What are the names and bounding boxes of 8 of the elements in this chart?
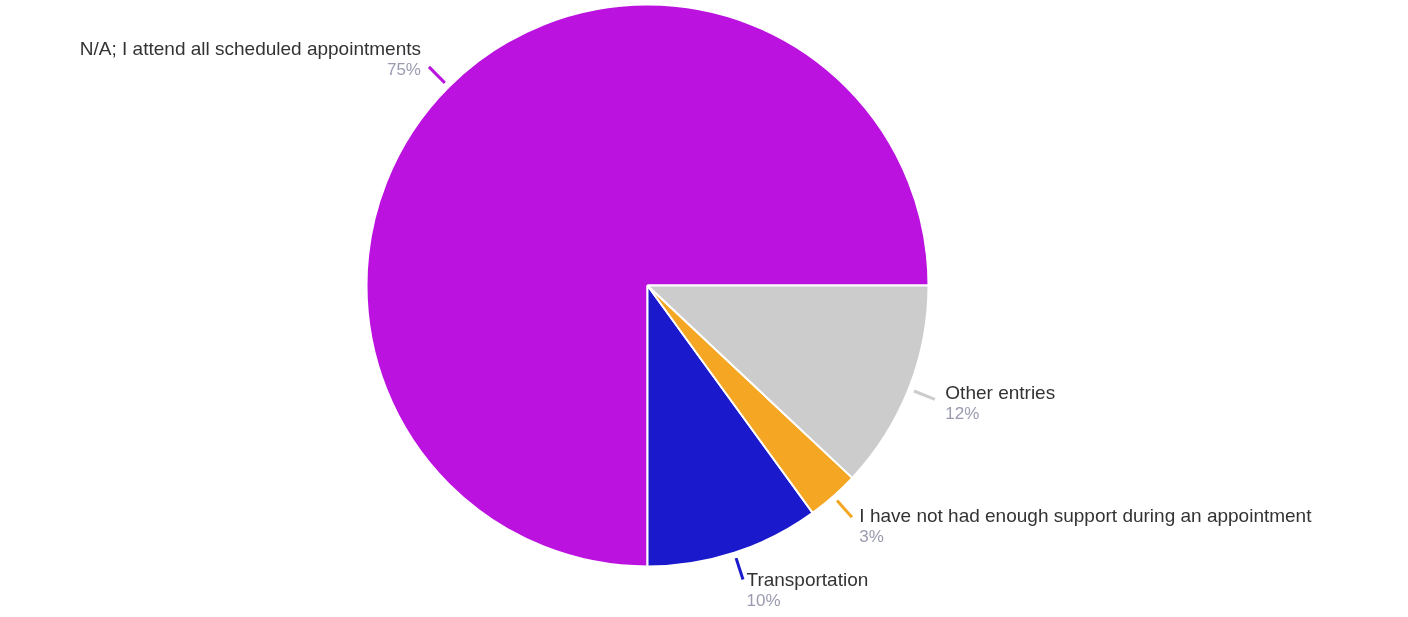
slice-label: Transportation xyxy=(746,569,869,591)
data-label: 3% xyxy=(859,526,884,546)
slice-label: I have not had enough support during an appointment xyxy=(859,504,1313,526)
data-label: 10% xyxy=(746,591,781,611)
data-label: 12% xyxy=(945,404,980,424)
slice-label: Other entries xyxy=(945,382,1056,404)
slice-label: N/A; I attend all scheduled appointments xyxy=(79,37,421,59)
data-label: 75% xyxy=(386,59,421,79)
